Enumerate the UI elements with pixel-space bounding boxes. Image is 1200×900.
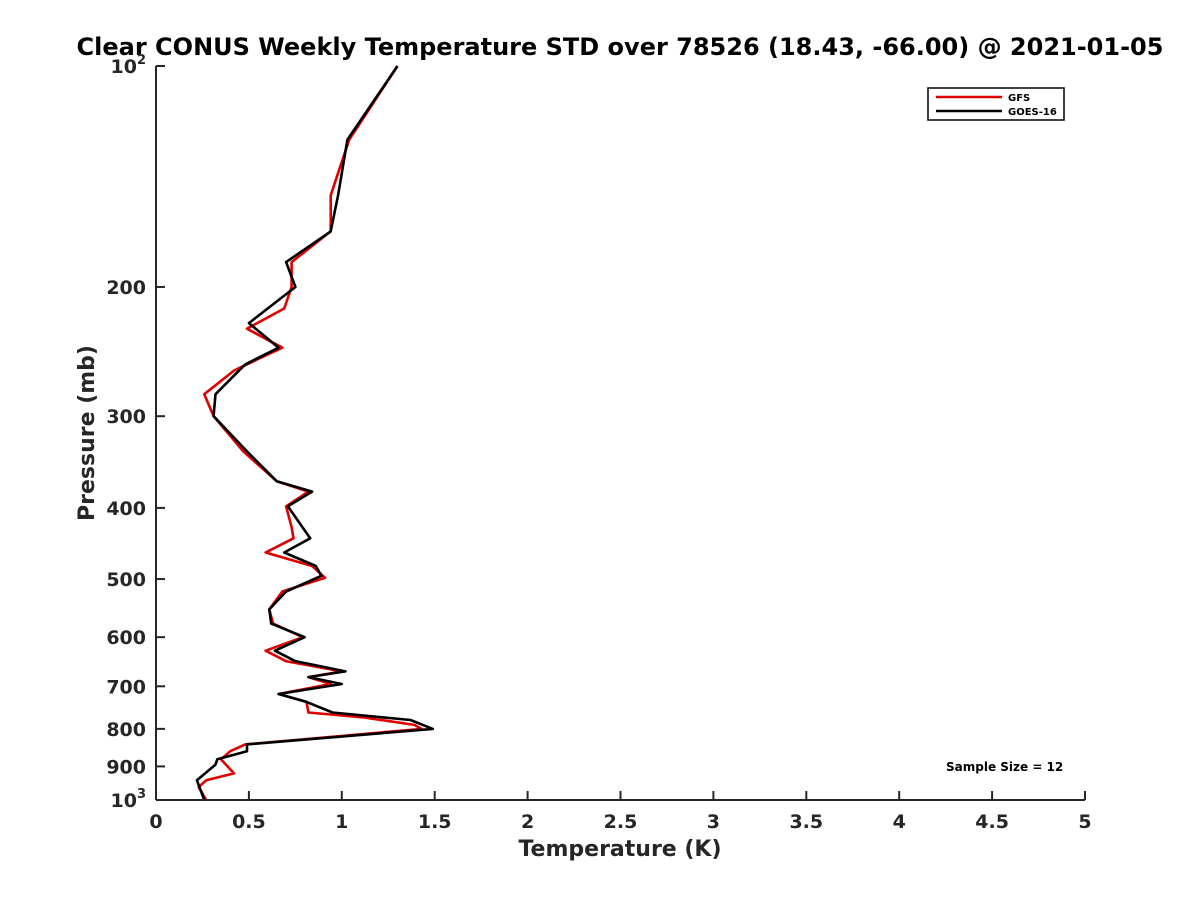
x-tick-label: 1.5 [418,811,452,833]
plot-area: 0 0.5 1 1.5 2 2.5 3 3.5 4 4.5 5 102200300400500600… [106,53,1091,833]
chart-title: Clear CONUS Weekly Temperature STD over … [77,33,1164,61]
x-tick-label: 1 [335,811,348,833]
y-tick-label-base: 500 [106,569,146,591]
y-tick-label-base: 800 [106,719,146,741]
x-ticks: 0 0.5 1 1.5 2 2.5 3 3.5 4 4.5 5 [149,791,1092,833]
y-tick-label-base: 10 [111,56,137,78]
legend-label-goes16: GOES-16 [1008,107,1057,118]
legend: GFS GOES-16 [927,87,1065,121]
x-tick-label: 0.5 [232,811,266,833]
x-tick-label: 4.5 [975,811,1009,833]
y-tick-label: 500 [106,569,146,591]
x-tick-label: 4 [893,811,906,833]
y-tick-label: 600 [106,627,146,649]
x-tick-label: 3.5 [789,811,823,833]
y-tick-label-base: 400 [106,498,146,520]
y-tick-label-exponent: 2 [137,53,146,68]
y-tick-label: 300 [106,406,146,428]
y-tick-label-base: 300 [106,406,146,428]
y-tick-label-exponent: 3 [137,787,146,802]
x-tick-label: 2.5 [604,811,638,833]
series-line-goes16 [195,65,435,801]
y-tick-label: 102 [111,53,147,78]
sample-size-annotation: Sample Size = 12 [946,760,1063,774]
y-tick-label: 900 [106,756,146,778]
y-tick-label-base: 10 [111,790,137,812]
y-tick-label-base: 700 [106,676,146,698]
series-layer [195,65,435,801]
x-tick-label: 3 [707,811,720,833]
y-tick-label-base: 900 [106,756,146,778]
x-axis-label: Temperature (K) [518,837,721,862]
legend-box [927,87,1065,121]
x-tick-label: 5 [1078,811,1091,833]
y-tick-label: 103 [111,787,147,812]
y-tick-label-base: 600 [106,627,146,649]
x-tick-label: 0 [149,811,162,833]
y-tick-label: 800 [106,719,146,741]
y-tick-label: 700 [106,676,146,698]
legend-label-gfs: GFS [1008,93,1030,104]
y-tick-label-base: 200 [106,277,146,299]
y-tick-label: 200 [106,277,146,299]
y-tick-label: 400 [106,498,146,520]
x-tick-label: 2 [521,811,534,833]
y-axis-label: Pressure (mb) [75,345,100,521]
